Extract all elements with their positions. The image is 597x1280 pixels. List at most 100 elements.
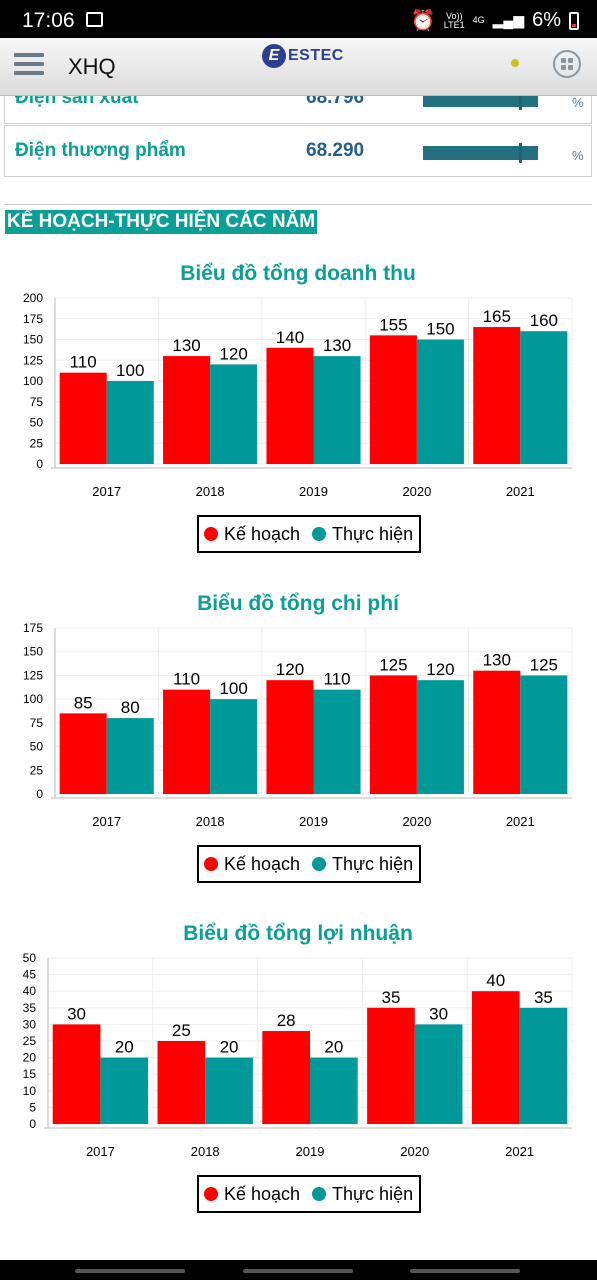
x-tick-label: 2018 (196, 484, 225, 499)
battery-level: 6% (532, 9, 561, 31)
bar-plan (471, 991, 520, 1124)
legend-marker-plan (204, 1187, 218, 1201)
legend-label-actual: Thực hiện (332, 854, 413, 874)
y-tick-label: 0 (29, 1117, 36, 1131)
metric-unit: % (572, 96, 584, 110)
net-type-indicator: 4G (472, 15, 485, 25)
metric-progress-bar (423, 96, 538, 110)
data-label: 160 (530, 311, 558, 330)
legend-box (197, 515, 421, 553)
bar-plan (473, 670, 521, 794)
y-tick-label: 5 (29, 1100, 36, 1114)
y-tick-label: 50 (30, 740, 44, 754)
y-tick-label: 10 (23, 1084, 37, 1098)
y-tick-label: 25 (30, 436, 44, 450)
y-tick-label: 50 (23, 951, 37, 965)
legend-marker-actual (312, 1187, 326, 1201)
data-label: 80 (121, 698, 140, 717)
x-tick-label: 2021 (506, 814, 535, 829)
y-tick-label: 50 (30, 416, 44, 430)
bar-actual (210, 699, 258, 794)
x-tick-label: 2019 (299, 484, 328, 499)
legend-marker-actual (312, 527, 326, 541)
data-label: 140 (276, 328, 304, 347)
bar-plan (59, 713, 107, 794)
data-label: 25 (172, 1021, 191, 1040)
chart-title: Biểu đồ tổng lợi nhuận (183, 922, 413, 945)
data-label: 120 (426, 660, 454, 679)
y-tick-label: 15 (23, 1067, 37, 1081)
app-bar: XHQ E ESTEC (0, 38, 597, 96)
alarm-icon: ⏰ (410, 10, 436, 32)
data-label: 110 (70, 353, 97, 372)
status-time: 17:06 (22, 9, 75, 32)
data-label: 20 (220, 1038, 239, 1057)
legend-marker-plan (204, 527, 218, 541)
data-label: 165 (483, 307, 511, 326)
bar-actual (106, 718, 154, 794)
data-label: 35 (381, 988, 400, 1007)
bar-actual (106, 381, 154, 464)
data-label: 30 (67, 1004, 86, 1023)
bar-actual (313, 689, 361, 794)
metric-label: Điện sản xuất (15, 96, 139, 108)
legend-marker-actual (312, 857, 326, 871)
y-tick-label: 40 (23, 984, 37, 998)
metric-row-commercial: Điện thương phẩm 68.290 % (4, 125, 592, 177)
data-label: 110 (173, 670, 200, 689)
y-tick-label: 150 (23, 333, 43, 347)
bar-plan (59, 372, 107, 464)
x-tick-label: 2017 (92, 814, 121, 829)
legend-box (197, 845, 421, 883)
x-tick-label: 2020 (402, 814, 431, 829)
metric-label: Điện thương phẩm (15, 140, 186, 161)
bar-actual (416, 339, 464, 464)
x-tick-label: 2018 (191, 1144, 220, 1159)
x-tick-label: 2020 (400, 1144, 429, 1159)
bar-plan (473, 327, 521, 464)
legend-marker-plan (204, 857, 218, 871)
legend-label-plan: Kế hoạch (224, 1184, 300, 1204)
nav-handle (410, 1269, 520, 1273)
y-tick-label: 25 (23, 1034, 37, 1048)
apps-grid-icon[interactable] (553, 50, 581, 78)
legend-box (197, 1175, 421, 1213)
y-tick-label: 45 (23, 968, 37, 982)
y-tick-label: 175 (23, 312, 43, 326)
bar-actual (519, 1007, 568, 1124)
content-area[interactable]: Điện sản xuất 68.796 % Điện thương phẩm … (0, 96, 597, 1260)
data-label: 40 (486, 971, 505, 990)
divider (4, 204, 592, 205)
data-label: 150 (426, 320, 454, 339)
bar-actual (310, 1057, 358, 1124)
status-bar: 17:06 ⏰ Vo)) LTE1 4G ▂▄▆ 6% (0, 0, 597, 38)
bar-plan (266, 680, 314, 794)
y-tick-label: 75 (30, 395, 44, 409)
system-nav-bar (0, 1260, 597, 1280)
bar-plan (157, 1041, 206, 1124)
status-dot-icon (511, 59, 519, 67)
volte-indicator: Vo)) LTE1 (444, 11, 465, 30)
y-tick-label: 30 (23, 1017, 37, 1031)
y-tick-label: 100 (23, 692, 43, 706)
data-label: 130 (323, 336, 351, 355)
battery-icon (569, 11, 579, 30)
y-tick-label: 175 (23, 621, 43, 635)
menu-icon[interactable] (14, 53, 44, 79)
x-tick-label: 2021 (505, 1144, 534, 1159)
data-label: 110 (323, 670, 350, 689)
bar-plan (163, 356, 211, 464)
bar-plan (369, 675, 417, 794)
x-tick-label: 2018 (196, 814, 225, 829)
legend-label-actual: Thực hiện (332, 524, 413, 544)
nav-handle (243, 1269, 353, 1273)
bar-actual (313, 356, 361, 464)
data-label: 130 (172, 336, 200, 355)
data-label: 28 (277, 1011, 296, 1030)
bar-plan (163, 689, 211, 794)
bar-plan (52, 1024, 101, 1124)
data-label: 125 (530, 655, 558, 674)
metric-unit: % (572, 148, 584, 163)
legend-label-plan: Kế hoạch (224, 854, 300, 874)
signal-icon: ▂▄▆ (492, 12, 525, 28)
